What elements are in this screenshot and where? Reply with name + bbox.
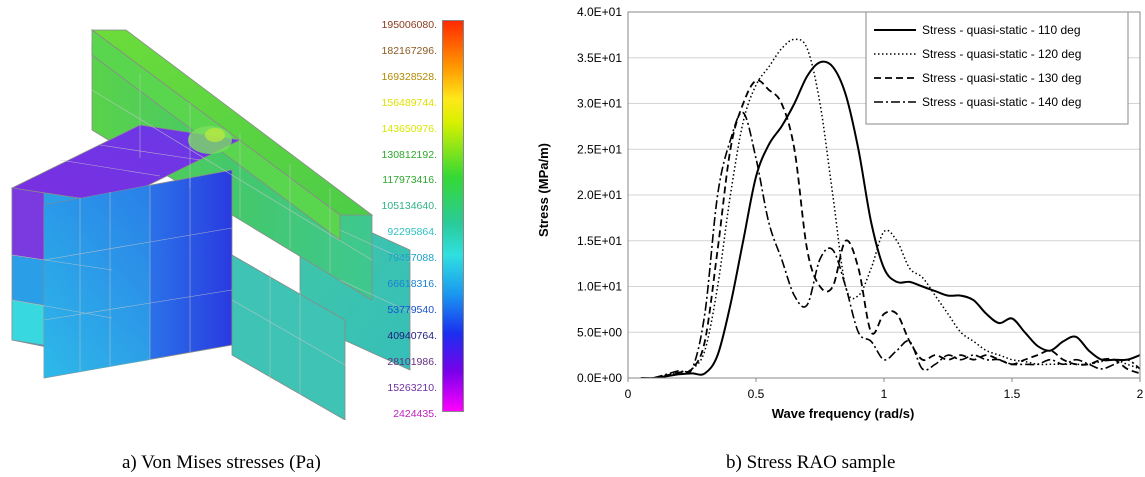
- colorbar-label: 169328528.: [381, 70, 437, 83]
- x-tick-labels: 0 0.5 1 1.5 2: [625, 378, 1144, 401]
- legend-entry: Stress - quasi-static - 130 deg: [922, 71, 1081, 85]
- stress-colorbar: 195006080. 182167296. 169328528. 156489744.…: [372, 13, 482, 420]
- colorbar-label: 182167296.: [381, 44, 437, 57]
- colorbar-label: 79457088.: [387, 252, 437, 265]
- colorbar-gradient: [442, 20, 464, 412]
- colorbar-label: 156489744.: [381, 96, 437, 109]
- y-tick-label: 2.5E+01: [577, 142, 622, 156]
- y-tick-label: 4.0E+01: [577, 5, 622, 19]
- colorbar-label: 105134640.: [381, 200, 437, 213]
- x-tick-label: 0: [625, 387, 632, 401]
- legend-entry: Stress - quasi-static - 120 deg: [922, 47, 1081, 61]
- x-tick-label: 1: [881, 387, 888, 401]
- colorbar-label: 28101986.: [387, 355, 437, 368]
- colorbar-label: 117973416.: [382, 174, 437, 187]
- colorbar-label: 143650976.: [381, 122, 437, 135]
- series-line: [640, 60, 1140, 378]
- fem-model-view: [10, 29, 411, 420]
- x-tick-label: 1.5: [1004, 387, 1021, 401]
- caption-von-mises: a) Von Mises stresses (Pa): [122, 452, 321, 473]
- vertical-plate: [231, 254, 346, 420]
- legend-entry: Stress - quasi-static - 140 deg: [922, 95, 1081, 109]
- colorbar-label: 53779540.: [387, 303, 437, 316]
- caption-stress-rao: b) Stress RAO sample: [726, 452, 896, 473]
- colorbar-label: 66618316.: [387, 278, 437, 290]
- x-tick-label: 2: [1137, 387, 1144, 401]
- y-tick-labels: 0.0E+00 5.0E+00 1.0E+01 1.5E+01 2.0E+01 2.5E+…: [577, 5, 622, 385]
- colorbar-label: 40940764.: [387, 329, 437, 342]
- y-tick-label: 5.0E+00: [577, 325, 622, 339]
- x-tick-label: 0.5: [748, 387, 765, 401]
- legend-entry: Stress - quasi-static - 110 deg: [922, 23, 1081, 37]
- colorbar-label: 2424435.: [393, 407, 437, 420]
- colorbar-label: 130812192.: [381, 148, 437, 161]
- y-axis-label: Stress (MPa/m): [536, 143, 551, 237]
- series-line: [653, 79, 1140, 378]
- y-tick-label: 1.0E+01: [577, 280, 622, 294]
- colorbar-label: 92295864.: [387, 226, 437, 239]
- colorbar-label: 195006080.: [381, 19, 437, 31]
- x-axis-label: Wave frequency (rad/s): [772, 406, 915, 421]
- mesh-lines: [11, 73, 411, 395]
- y-tick-label: 3.0E+01: [577, 97, 622, 111]
- series-line: [653, 111, 1140, 378]
- y-tick-label: 2.0E+01: [577, 188, 622, 202]
- stress-rao-chart: 0.0E+00 5.0E+00 1.0E+01 1.5E+01 2.0E+01 2.5E+…: [536, 5, 1144, 421]
- chart-series-lines: [640, 38, 1140, 378]
- chart-legend: Stress - quasi-static - 110 deg Stress - …: [865, 11, 1129, 125]
- y-tick-label: 3.5E+01: [577, 51, 622, 65]
- y-tick-label: 1.5E+01: [577, 234, 622, 248]
- y-tick-label: 0.0E+00: [577, 371, 622, 385]
- colorbar-label: 15263210.: [387, 381, 437, 394]
